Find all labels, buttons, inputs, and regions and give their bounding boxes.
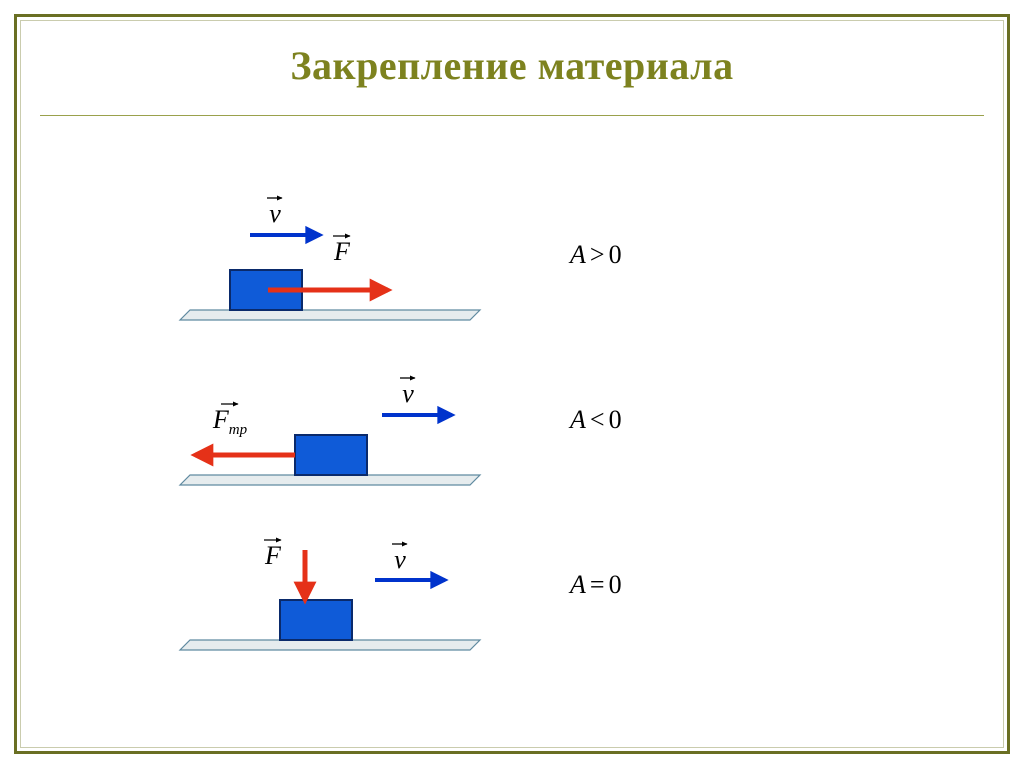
- svg-text:v: v: [269, 199, 281, 228]
- slide-title: Закрепление материала: [0, 42, 1024, 89]
- svg-text:F: F: [264, 541, 282, 570]
- svg-text:F: F: [333, 237, 351, 266]
- svg-text:Fтр: Fтр: [212, 405, 248, 438]
- content-area: v Fv Fтр v F A>0 A<0 A=0: [0, 160, 1024, 728]
- title-underline: [40, 115, 984, 116]
- physics-diagram: v Fv Fтр v F: [160, 180, 500, 660]
- svg-text:v: v: [402, 379, 414, 408]
- formula-3: A=0: [570, 570, 622, 600]
- formula-2: A<0: [570, 405, 622, 435]
- formula-1: A>0: [570, 240, 622, 270]
- slide: Закрепление материала v Fv Fтр v F A>0 A<0 A…: [0, 0, 1024, 768]
- svg-text:v: v: [394, 545, 406, 574]
